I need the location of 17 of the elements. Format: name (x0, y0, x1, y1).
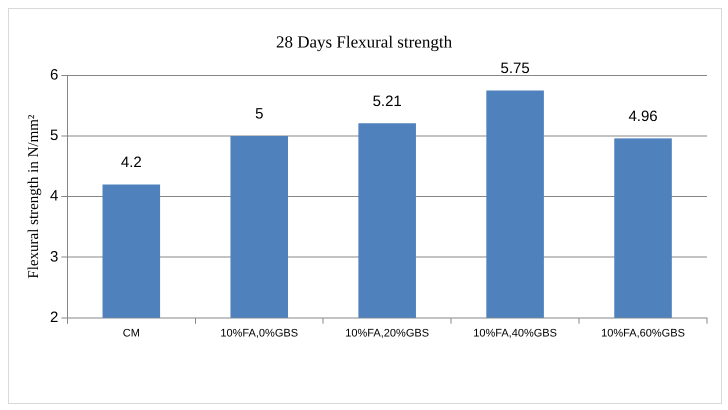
x-tick-label: 10%FA,0%GBS (220, 327, 298, 340)
data-label: 4.2 (120, 154, 142, 172)
y-tick-label: 3 (50, 248, 58, 266)
data-label: 5.21 (372, 92, 402, 110)
x-tick-label: 10%FA,60%GBS (601, 327, 685, 340)
chart-title: 28 Days Flexural strength (276, 32, 453, 52)
y-tick-label: 5 (50, 127, 58, 144)
x-tick-label: CM (122, 327, 140, 340)
data-label: 5.75 (500, 60, 530, 78)
y-axis-title: Flexural strength in N/mm² (26, 114, 42, 279)
x-tick-label: 10%FA,20%GBS (345, 327, 430, 340)
data-label: 5 (255, 106, 264, 123)
y-tick-label: 4 (50, 188, 58, 205)
y-tick-label: 6 (50, 66, 58, 84)
y-tick-label: 2 (50, 308, 58, 326)
x-tick-label: 10%FA,40%GBS (473, 327, 557, 340)
data-label: 4.96 (628, 108, 658, 126)
